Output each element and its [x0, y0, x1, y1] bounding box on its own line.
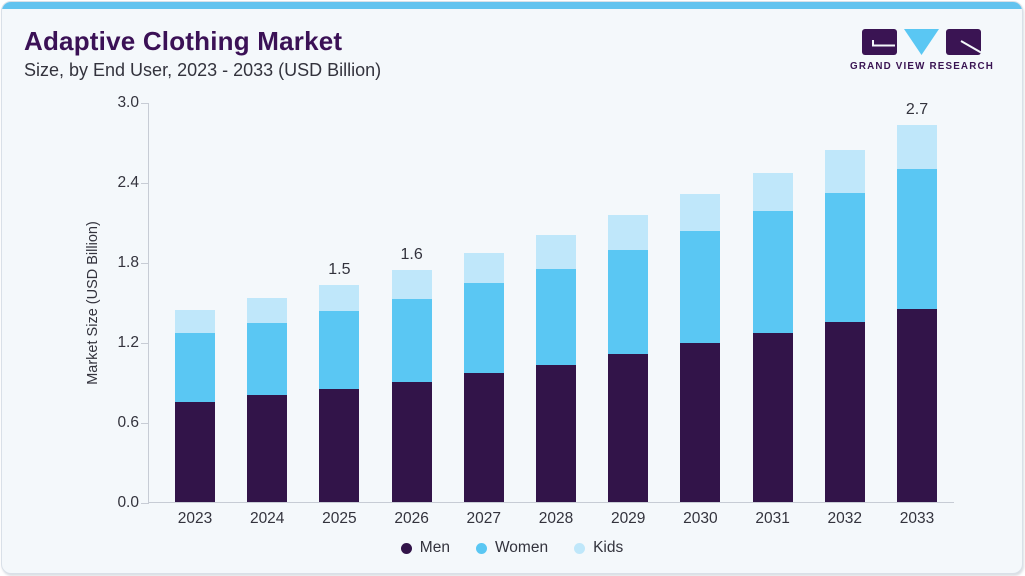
bar-chart-plot-area: Market Size (USD Billion) 0.0 0.6 1.2 1.8 2.…	[85, 94, 954, 527]
bar-segment-women-2030	[680, 231, 721, 344]
bar-segment-men-2023	[175, 402, 215, 502]
chart-legend: Men Women Kids	[2, 539, 1022, 557]
x-tick-label-2026: 2026	[394, 510, 429, 527]
bar-segment-men-2024	[247, 395, 288, 502]
bar-segment-men-2033	[897, 308, 937, 502]
bar-segment-kids-2025	[319, 284, 360, 312]
x-tick-label-2024: 2024	[249, 510, 285, 527]
bar-segment-women-2024	[247, 323, 288, 396]
stacked-bar-2023	[175, 310, 215, 502]
y-tick-mark	[141, 183, 149, 184]
y-tick-mark	[141, 423, 149, 424]
bar-segment-kids-2028	[536, 235, 576, 269]
legend-label: Kids	[593, 539, 624, 556]
y-tick-label: 3.0	[117, 94, 139, 111]
bar-segment-women-2031	[752, 211, 793, 333]
bar-segment-men-2027	[463, 372, 504, 502]
bar-value-label-2026: 1.6	[400, 246, 423, 263]
stacked-bar-2033: 2.7	[897, 101, 937, 502]
legend-item-women: Women	[475, 539, 549, 557]
bar-segment-women-2033	[897, 168, 937, 309]
legend-item-kids: Kids	[574, 539, 623, 557]
stacked-bar-2024	[247, 298, 288, 502]
bar-segment-men-2031	[752, 332, 793, 502]
bar-segment-women-2029	[608, 250, 649, 354]
bar-segment-kids-2031	[752, 172, 793, 212]
bar-segment-men-2032	[824, 322, 865, 502]
stacked-bar-2032	[824, 150, 865, 502]
page-title: Adaptive Clothing Market	[24, 26, 343, 56]
legend-item-men: Men	[400, 539, 450, 557]
bar-segment-kids-2032	[824, 150, 865, 193]
bar-segment-men-2029	[608, 354, 649, 502]
bar-segment-women-2027	[463, 283, 504, 373]
stacked-bar-2025: 1.5	[319, 261, 360, 502]
bar-segment-men-2030	[680, 343, 721, 502]
bar-segment-kids-2026	[391, 270, 432, 300]
logo-g-tile	[862, 29, 897, 55]
y-tick-mark	[141, 503, 149, 504]
x-tick-label-2029: 2029	[610, 510, 646, 527]
y-tick-label: 0.0	[117, 494, 139, 511]
stacked-bar-2028	[536, 235, 576, 502]
bar-segment-men-2028	[536, 364, 576, 502]
bar-segment-women-2023	[175, 332, 215, 402]
bar-segment-kids-2029	[608, 215, 649, 250]
kids-color-dot-icon	[574, 542, 586, 554]
bar-segment-women-2032	[824, 192, 865, 322]
bar-segment-kids-2024	[247, 298, 288, 324]
y-tick-mark	[141, 263, 149, 264]
y-tick-label: 1.8	[117, 254, 139, 271]
x-tick-label-2028: 2028	[538, 510, 574, 527]
x-tick-label-2023: 2023	[177, 510, 213, 527]
y-tick-mark	[141, 103, 149, 104]
women-color-dot-icon	[475, 542, 487, 554]
bar-segment-women-2026	[391, 299, 432, 382]
x-tick-label-2025: 2025	[322, 510, 357, 527]
legend-label: Women	[494, 539, 549, 556]
bar-segment-men-2026	[391, 382, 432, 502]
y-axis-title: Market Size (USD Billion)	[85, 220, 101, 385]
bar-segment-kids-2033	[897, 124, 937, 169]
chart-subtitle: Size, by End User, 2023 - 2033 (USD Bill…	[24, 60, 382, 80]
stacked-bar-2030	[680, 194, 721, 502]
bar-value-label-2033: 2.7	[905, 100, 929, 118]
bar-segment-kids-2030	[680, 194, 721, 232]
stacked-bar-2026: 1.6	[391, 246, 432, 502]
x-tick-label-2030: 2030	[683, 510, 718, 527]
bar-segment-women-2028	[536, 268, 576, 365]
y-tick-label: 2.4	[117, 174, 139, 191]
accent-top-bar	[2, 2, 1022, 9]
y-tick-mark	[141, 343, 149, 344]
men-color-dot-icon	[400, 542, 412, 554]
legend-label: Men	[419, 539, 450, 556]
logo-v-triangle	[904, 29, 939, 55]
logo-r-tile	[946, 29, 982, 55]
grand-view-research-logo: GRAND VIEW RESEARCH	[850, 29, 994, 72]
bar-segment-kids-2023	[175, 310, 215, 333]
stacked-bar-2031	[752, 172, 793, 502]
y-tick-label: 1.2	[117, 334, 139, 351]
bar-segment-men-2025	[319, 388, 360, 502]
logo-wordmark: GRAND VIEW RESEARCH	[850, 61, 994, 72]
x-tick-label-2031: 2031	[755, 510, 790, 527]
x-tick-label-2032: 2032	[827, 510, 863, 527]
bar-segment-kids-2027	[463, 252, 504, 284]
stacked-bar-2029	[608, 215, 649, 502]
stacked-bar-2027	[463, 252, 504, 502]
y-tick-label: 0.6	[117, 414, 139, 431]
x-tick-label-2027: 2027	[466, 510, 502, 527]
x-tick-label-2033: 2033	[899, 510, 935, 527]
bar-segment-women-2025	[319, 311, 360, 389]
bar-value-label-2025: 1.5	[328, 260, 351, 278]
